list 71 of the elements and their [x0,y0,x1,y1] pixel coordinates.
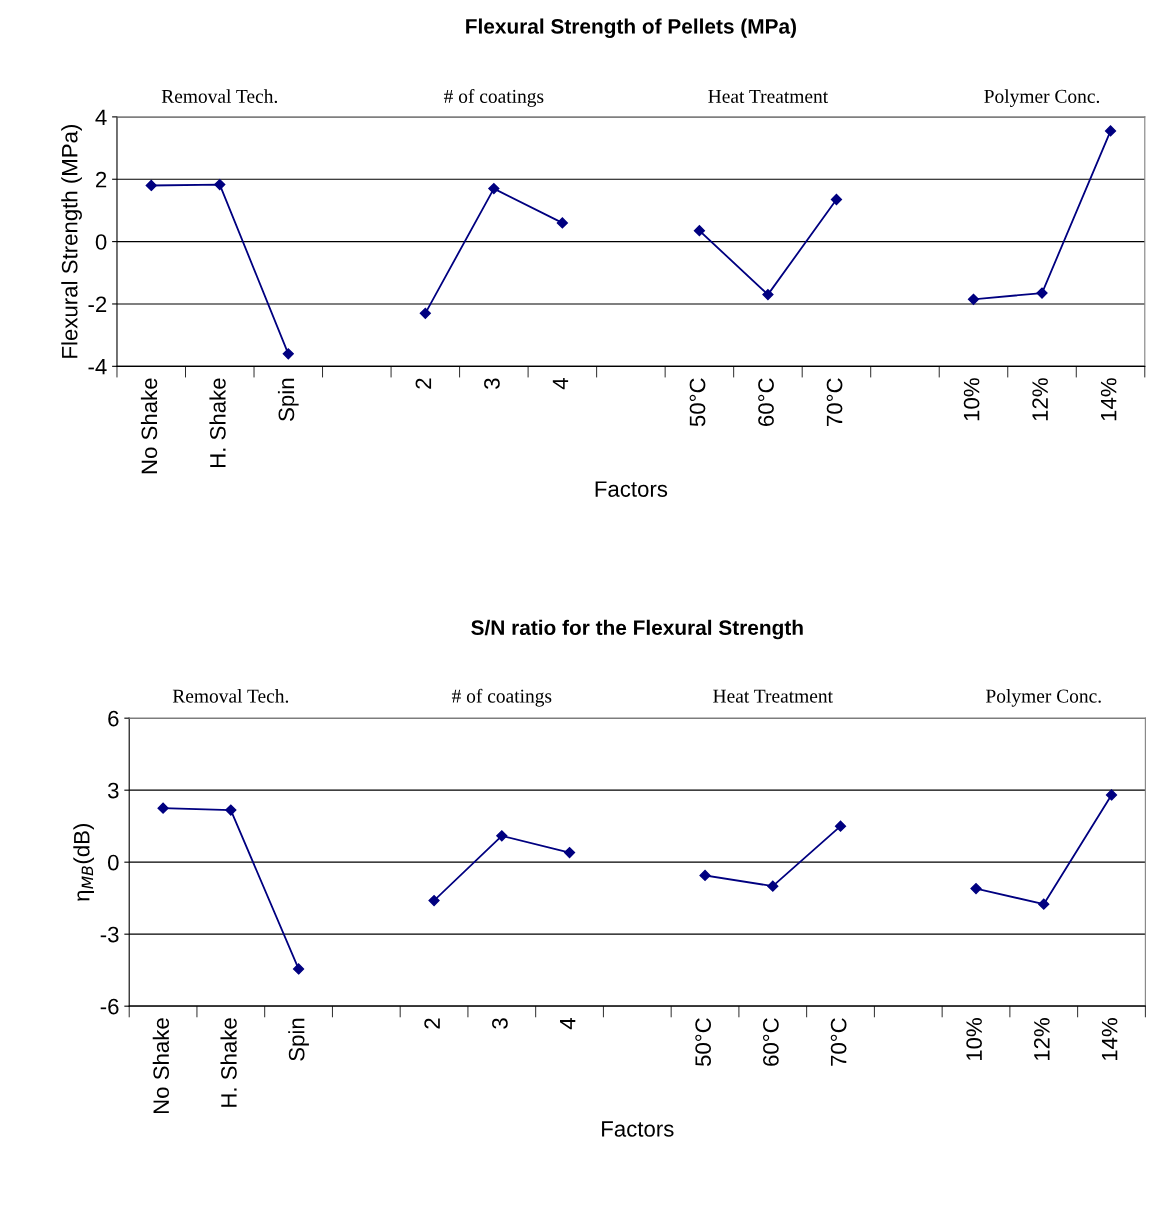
x-tick-label: 10% [963,378,980,421]
y-tick-label: -6 [100,998,119,1015]
x-tick-label: Spin [288,1018,309,1061]
point [767,880,779,892]
point [967,293,980,305]
point [1105,789,1118,801]
point [225,804,237,816]
x-tick-label: H. Shake [209,378,226,468]
x-tick-label: 2 [424,1018,440,1029]
x-tick-label: 60°C [763,1018,779,1066]
y-tick-label: -2 [88,296,107,313]
point [145,179,157,192]
point [292,963,305,975]
y-tick-label: 6 [108,710,119,727]
x-tick-label: 4 [560,1017,576,1030]
x-tick-label: 14% [1101,1018,1118,1061]
text: # of coatings [451,688,552,707]
point [830,193,843,206]
x-tick-label: 3 [484,378,500,389]
text: Removal Tech. [172,689,289,703]
x-tick-label: 2 [415,378,432,389]
x-tick-label: 60°C [758,378,774,426]
x-tick-label: 70°C [830,1018,847,1066]
point [834,820,847,832]
point [428,894,440,907]
x-tick-label: 12% [1032,378,1048,421]
x-tick-label: 10% [966,1018,982,1061]
x-tick-label: H. Shake [220,1018,237,1107]
y-tick-label: -3 [100,926,119,943]
text: Heat Treatment [708,90,829,103]
x-tick-label: 50°C [695,1018,711,1067]
x-tick-label: 4 [552,378,569,390]
text: Heat Treatment [713,689,833,703]
x-tick-label: Spin [277,378,299,421]
y-tick-label: 2 [96,171,107,188]
point [214,178,226,191]
point [762,289,774,301]
point [419,307,431,319]
point [1104,125,1117,137]
point [556,217,568,229]
y-tick-label: -4 [88,359,107,375]
text: Removal Tech. [161,89,278,104]
text: # of coatings [443,89,544,107]
chart-title: Flexural Strength of Pellets (MPa) [466,18,796,38]
y-tick-label: 4 [95,109,107,125]
y-tick-label: 0 [107,854,119,871]
point [699,869,711,881]
point [970,882,982,895]
chart-title: S/N ratio for the Flexural Strength [471,619,803,640]
y-axis-title: η$_{MB}$(dB) [73,823,94,901]
x-axis-title: Factors [595,481,668,497]
point [563,846,576,859]
x-tick-label: 3 [492,1018,508,1029]
text: Polymer Conc. [985,688,1101,707]
x-tick-label: No Shake [140,378,158,474]
y-axis-title: Flexural Strength (MPa) [61,125,82,358]
point [1038,898,1050,910]
point [693,225,706,237]
x-tick-label: 12% [1033,1018,1050,1061]
x-axis-title: Factors [602,1121,674,1137]
x-tick-label: 50°C [689,378,706,427]
point [496,830,508,842]
x-tick-label: 14% [1100,378,1117,421]
y-tick-label: 0 [95,234,107,250]
y-tick-label: 3 [107,782,119,799]
text: Polymer Conc. [984,89,1100,107]
x-tick-label: 70°C [826,378,843,426]
x-tick-label: No Shake [152,1018,170,1114]
point [282,348,294,360]
point [157,802,169,814]
point [488,182,500,195]
